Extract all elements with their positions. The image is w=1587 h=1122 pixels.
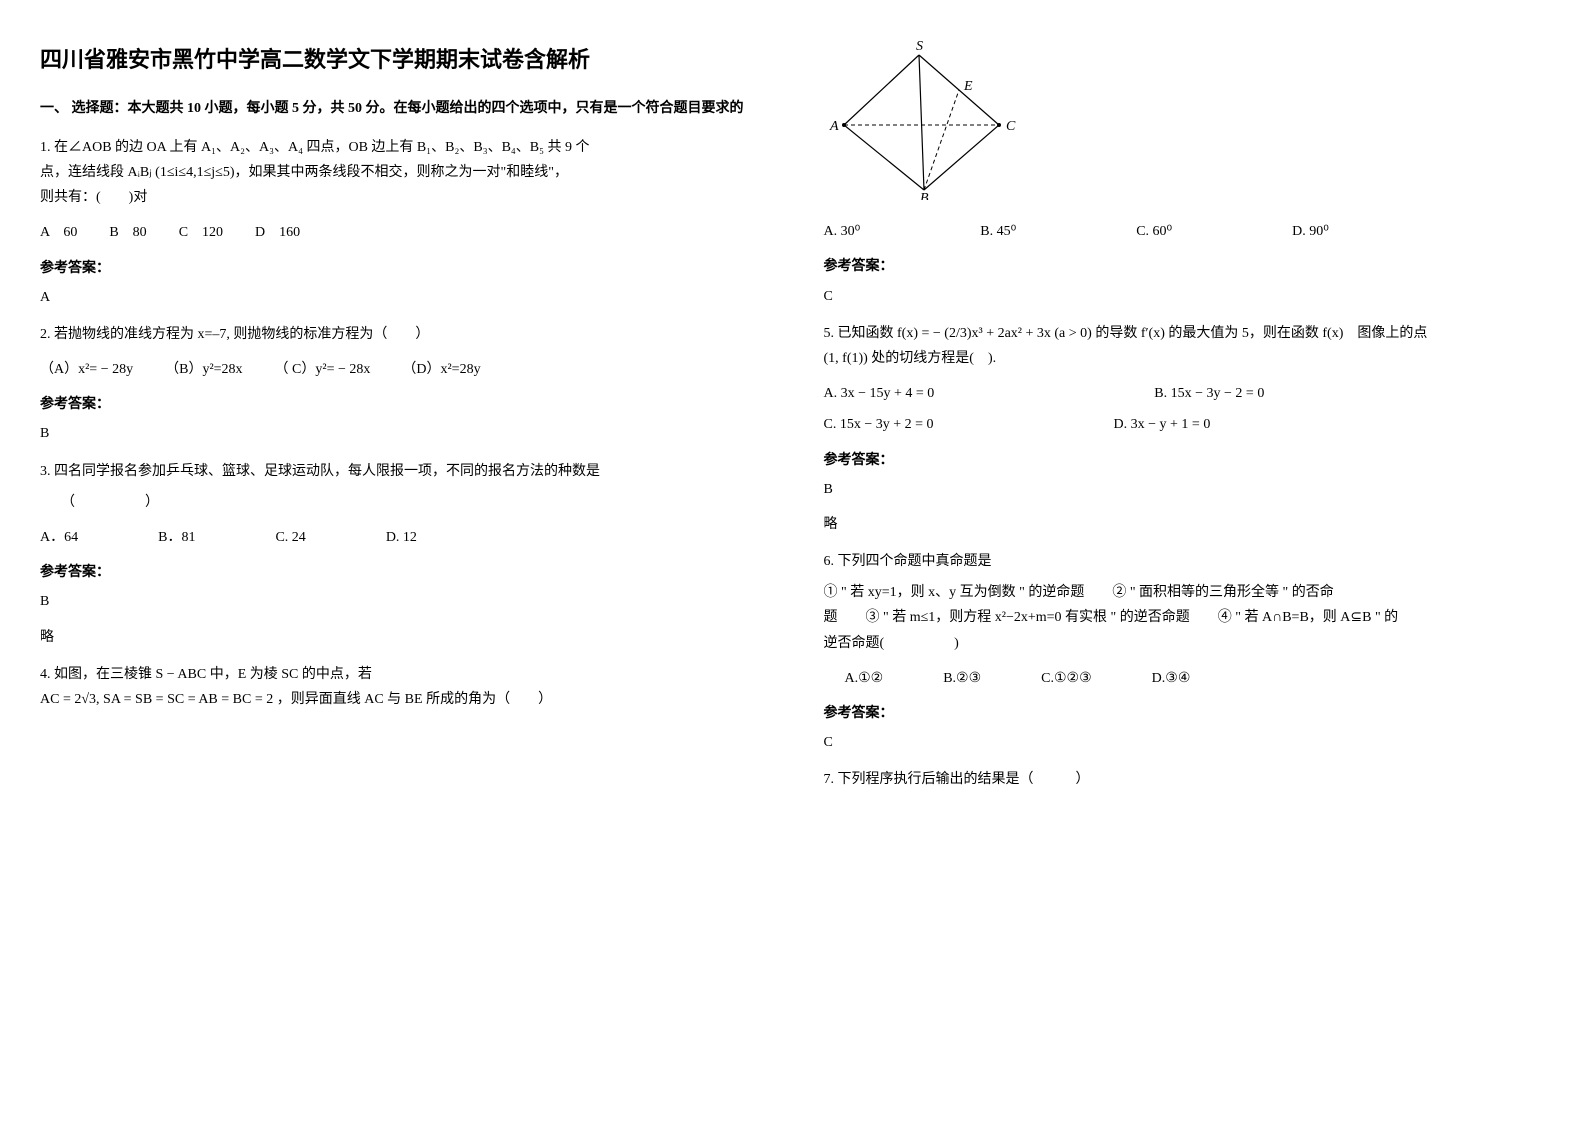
question-2: 2. 若抛物线的准线方程为 x=–7, 则抛物线的标准方程为（ ）: [40, 322, 764, 347]
left-column: 四川省雅安市黑竹中学高二数学文下学期期末试卷含解析 一、 选择题：本大题共 10…: [40, 40, 764, 799]
q4-answer-value: C: [824, 284, 1548, 309]
q6-statement-1: ① " 若 xy=1，则 x、y 互为倒数 " 的逆命题 ② " 面积相等的三角…: [824, 580, 1548, 605]
q4-diagram: S A C B E: [824, 40, 1548, 209]
q1-options: A 60 B 80 C 120 D 160: [40, 220, 764, 245]
document-title: 四川省雅安市黑竹中学高二数学文下学期期末试卷含解析: [40, 40, 764, 80]
q1-answer-value: A: [40, 285, 764, 310]
q6-answer-value: C: [824, 730, 1548, 755]
q1-line3: 则共有：( )对: [40, 185, 764, 210]
q5-option-b: B. 15x − 3y − 2 = 0: [1154, 381, 1264, 406]
q1-answer-label: 参考答案：: [40, 256, 764, 281]
q6-options: A.①② B.②③ C.①②③ D.③④: [845, 666, 1548, 691]
q4-option-d: D. 90⁰: [1292, 219, 1329, 244]
q6-statement-2: 题 ③ " 若 m≤1，则方程 x²−2x+m=0 有实根 " 的逆否命题 ④ …: [824, 605, 1548, 630]
section-1-heading: 一、 选择题：本大题共 10 小题，每小题 5 分，共 50 分。在每小题给出的…: [40, 96, 764, 121]
question-6: 6. 下列四个命题中真命题是: [824, 549, 1548, 574]
q4-option-a: A. 30⁰: [824, 219, 861, 244]
q5-option-c: C. 15x − 3y + 2 = 0: [824, 412, 934, 437]
label-b: B: [920, 191, 929, 200]
q1-option-c: C 120: [179, 220, 223, 245]
q5-note: 略: [824, 512, 1548, 537]
q5-answer-label: 参考答案：: [824, 448, 1548, 473]
vertex-a-dot: [842, 123, 846, 127]
q2-options: （A）x²= − 28y （B）y²=28x （ C）y²= − 28x （D）…: [40, 357, 764, 382]
q3-blank: （ ）: [61, 490, 764, 515]
q5-line1: 5. 已知函数 f(x) = − (2/3)x³ + 2ax² + 3x (a …: [824, 321, 1548, 346]
q4-option-b: B. 45⁰: [980, 219, 1016, 244]
edge-sb: [919, 55, 924, 190]
q2-answer-label: 参考答案：: [40, 392, 764, 417]
q6-option-a: A.①②: [845, 666, 884, 691]
q6-option-d: D.③④: [1152, 666, 1191, 691]
q4-answer-label: 参考答案：: [824, 254, 1548, 279]
q5-option-a: A. 3x − 15y + 4 = 0: [824, 381, 935, 406]
question-3: 3. 四名同学报名参加乒乓球、篮球、足球运动队，每人限报一项，不同的报名方法的种…: [40, 459, 764, 484]
q3-option-a: A．64: [40, 525, 78, 550]
edge-as: [844, 55, 919, 125]
question-7: 7. 下列程序执行后输出的结果是（ ）: [824, 767, 1548, 792]
q4-option-c: C. 60⁰: [1136, 219, 1172, 244]
q5-option-d: D. 3x − y + 1 = 0: [1114, 412, 1211, 437]
q5-line2: (1, f(1)) 处的切线方程是( ).: [824, 346, 1548, 371]
q1-option-d: D 160: [255, 220, 300, 245]
question-5: 5. 已知函数 f(x) = − (2/3)x³ + 2ax² + 3x (a …: [824, 321, 1548, 371]
q3-option-c: C. 24: [275, 525, 305, 550]
vertex-c-dot: [997, 123, 1001, 127]
q1-line2: 点，连结线段 AᵢBⱼ (1≤i≤4,1≤j≤5)，如果其中两条线段不相交，则称…: [40, 160, 764, 185]
q4-line2: AC = 2√3, SA = SB = SC = AB = BC = 2 ，则异…: [40, 687, 764, 712]
q1-option-b: B 80: [109, 220, 146, 245]
q3-option-d: D. 12: [386, 525, 417, 550]
right-column: S A C B E A. 30⁰ B. 45⁰ C. 60⁰ D. 90⁰ 参考…: [824, 40, 1548, 799]
q2-option-b: （B）y²=28x: [165, 357, 242, 382]
q2-option-c: （ C）y²= − 28x: [275, 357, 371, 382]
q1-option-a: A 60: [40, 220, 77, 245]
label-e: E: [963, 79, 973, 94]
q2-answer-value: B: [40, 421, 764, 446]
label-a: A: [829, 119, 839, 134]
q6-option-c: C.①②③: [1041, 666, 1092, 691]
label-c: C: [1006, 119, 1016, 134]
q6-statement-3: 逆否命题( ): [824, 631, 1548, 656]
q5-options: A. 3x − 15y + 4 = 0 B. 15x − 3y − 2 = 0 …: [824, 381, 1548, 437]
question-4: 4. 如图，在三棱锥 S − ABC 中，E 为棱 SC 的中点，若 AC = …: [40, 662, 764, 712]
edge-cb: [924, 125, 999, 190]
q2-option-d: （D）x²=28y: [402, 357, 480, 382]
q2-option-a: （A）x²= − 28y: [40, 357, 133, 382]
q3-note: 略: [40, 625, 764, 650]
q3-option-b: B．81: [158, 525, 195, 550]
tetrahedron-svg: S A C B E: [824, 40, 1034, 200]
q6-answer-label: 参考答案：: [824, 701, 1548, 726]
question-1: 1. 在∠AOB 的边 OA 上有 A₁、A₂、A₃、A₄ 四点，OB 边上有 …: [40, 135, 764, 211]
q5-answer-value: B: [824, 477, 1548, 502]
label-s: S: [916, 40, 923, 54]
edge-ab: [844, 125, 924, 190]
q4-line1: 4. 如图，在三棱锥 S − ABC 中，E 为棱 SC 的中点，若: [40, 662, 764, 687]
q3-options: A．64 B．81 C. 24 D. 12: [40, 525, 764, 550]
q4-options: A. 30⁰ B. 45⁰ C. 60⁰ D. 90⁰: [824, 219, 1548, 244]
q6-option-b: B.②③: [943, 666, 981, 691]
q3-answer-label: 参考答案：: [40, 560, 764, 585]
q3-answer-value: B: [40, 589, 764, 614]
q1-line1: 1. 在∠AOB 的边 OA 上有 A₁、A₂、A₃、A₄ 四点，OB 边上有 …: [40, 135, 764, 160]
